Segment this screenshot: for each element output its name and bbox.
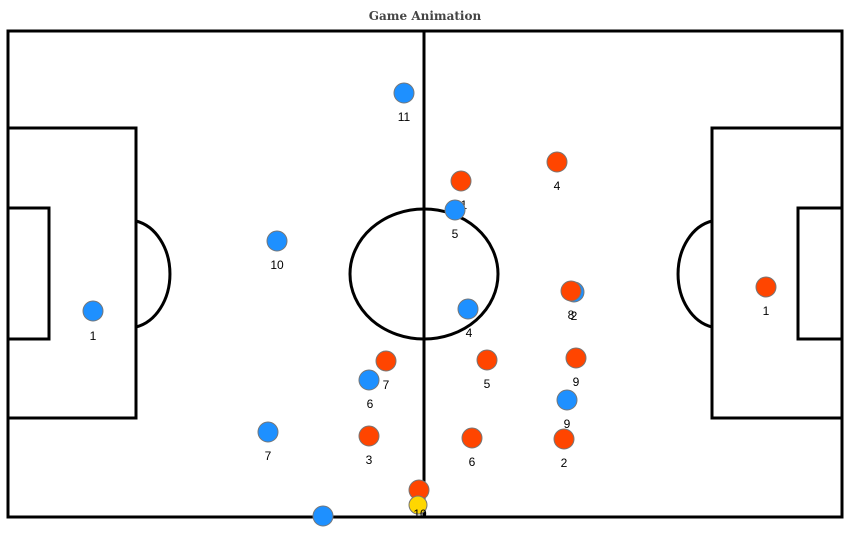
blue-player-marker <box>457 298 479 320</box>
blue-player-marker <box>556 389 578 411</box>
blue-player-number: 1 <box>90 329 97 343</box>
blue-player-marker <box>257 421 279 443</box>
blue-player-number: 5 <box>452 227 459 241</box>
blue-player: 4 <box>457 298 479 340</box>
blue-player-marker <box>266 230 288 252</box>
red-player: 9 <box>565 347 587 389</box>
right-penalty-box <box>710 126 844 420</box>
blue-player-marker <box>312 505 334 527</box>
blue-player-number: 10 <box>270 258 284 272</box>
blue-player-number: 6 <box>367 397 374 411</box>
red-player-number: 4 <box>554 179 561 193</box>
blue-player-marker <box>393 82 415 104</box>
blue-player: 6 <box>358 369 380 411</box>
blue-player-number: 2 <box>571 309 578 323</box>
red-player-number: 2 <box>561 456 568 470</box>
red-player: 5 <box>476 349 498 391</box>
red-player-number: 10 <box>413 507 427 521</box>
blue-player-marker <box>358 369 380 391</box>
red-player-number: 8 <box>568 308 575 322</box>
blue-player: 11 <box>393 82 415 124</box>
blue-player-number: 4 <box>466 326 473 340</box>
red-player-marker <box>450 170 472 192</box>
red-player: 2 <box>553 428 575 470</box>
red-player: 1 <box>755 276 777 318</box>
red-player-marker <box>476 349 498 371</box>
blue-player-number: 9 <box>564 417 571 431</box>
red-team: 11 4 8 1 7 5 9 3 <box>358 151 777 501</box>
blue-player: 10 <box>266 230 288 272</box>
blue-player-number: 11 <box>398 110 411 124</box>
blue-player: 7 <box>257 421 279 463</box>
red-player: 4 <box>546 151 568 193</box>
blue-player <box>312 505 334 527</box>
right-goal-box <box>796 206 844 341</box>
diagram-title: Game Animation <box>368 9 482 23</box>
red-player-marker <box>375 350 397 372</box>
left-penalty-arc <box>135 219 172 329</box>
ball-icon <box>408 495 428 515</box>
blue-player: 1 <box>82 300 104 343</box>
red-player-marker <box>553 428 575 450</box>
blue-player: 9 <box>556 389 578 431</box>
center-circle <box>348 207 500 341</box>
red-player-marker <box>755 276 777 298</box>
red-player-number: 5 <box>484 377 491 391</box>
right-penalty-arc <box>676 219 713 329</box>
red-player-marker <box>565 347 587 369</box>
red-player-number: 9 <box>573 375 580 389</box>
red-player-marker <box>560 280 582 302</box>
pitch-lines <box>6 29 844 519</box>
red-player-marker <box>546 151 568 173</box>
blue-team: 11 10 1 4 6 7 2 9 <box>82 82 585 527</box>
red-player: 7 <box>375 350 397 392</box>
red-player-marker <box>358 425 380 447</box>
red-player: 3 <box>358 425 380 467</box>
red-player-marker <box>461 427 483 449</box>
left-penalty-box <box>6 126 138 420</box>
blue-player: 5 <box>444 199 466 241</box>
blue-player-number: 7 <box>265 449 272 463</box>
blue-player-marker <box>444 199 466 221</box>
left-goal-box <box>6 206 51 341</box>
red-player: 6 <box>461 427 483 469</box>
red-player: 8 <box>560 280 582 322</box>
red-player-number: 3 <box>366 453 373 467</box>
red-player-number: 1 <box>763 304 770 318</box>
red-player-number: 6 <box>469 455 476 469</box>
red-player-number: 7 <box>383 378 390 392</box>
blue-player-marker <box>82 300 104 322</box>
